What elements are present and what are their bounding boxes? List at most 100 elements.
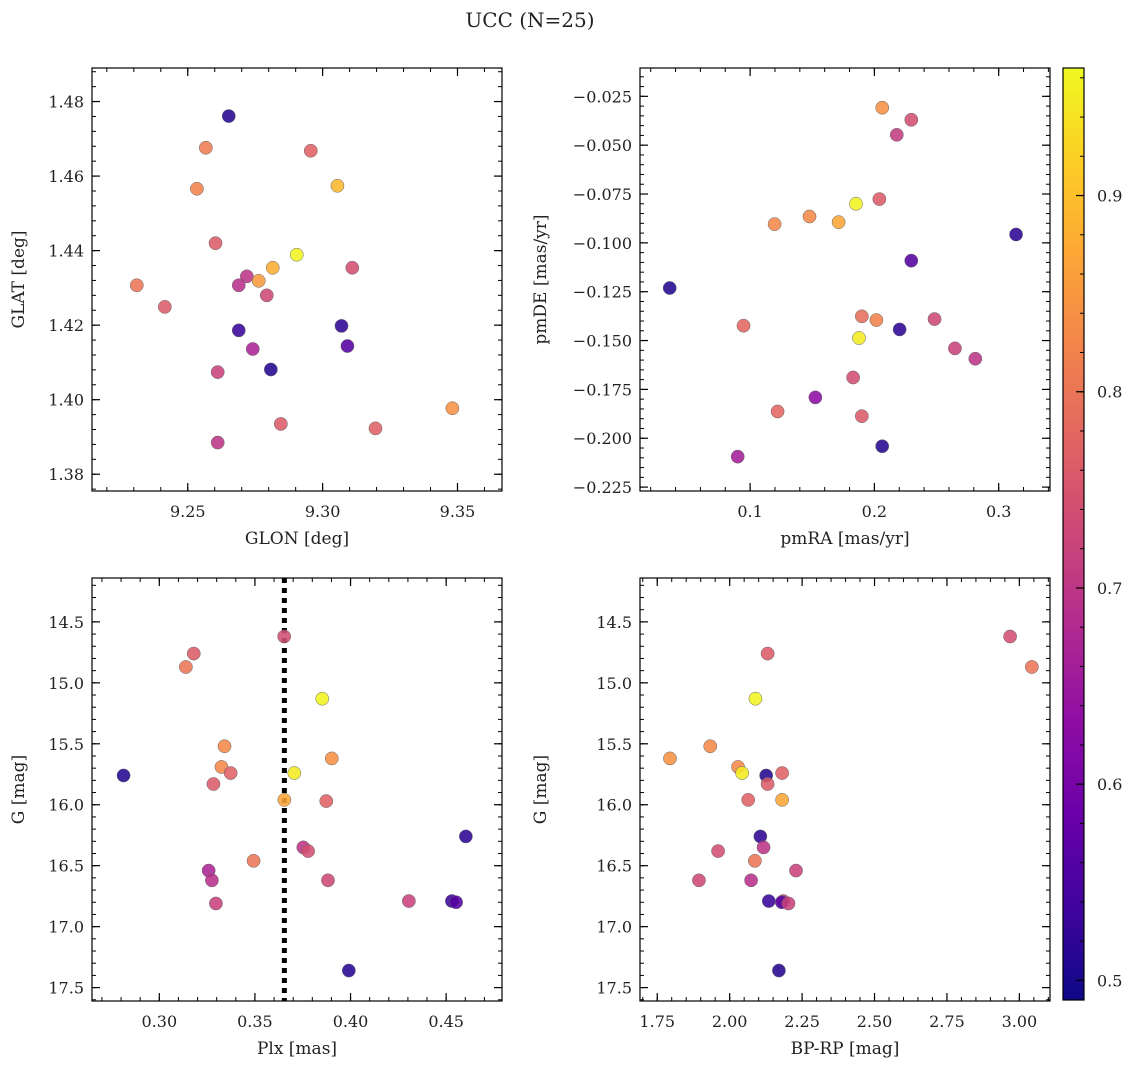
colorbar-tick-label: 0.9 bbox=[1097, 187, 1122, 206]
scatter-point bbox=[190, 181, 204, 196]
x-axis-label: pmRA [mas/yr] bbox=[780, 529, 909, 549]
scatter-point bbox=[209, 896, 223, 911]
y-tick-label: 15.5 bbox=[48, 735, 84, 754]
scatter-point bbox=[198, 140, 213, 155]
scatter-point bbox=[748, 853, 762, 868]
x-tick-label: 9.25 bbox=[170, 502, 206, 521]
scatter-point bbox=[157, 300, 172, 314]
x-tick-label: 0.3 bbox=[986, 502, 1011, 521]
y-tick-label: −0.025 bbox=[573, 87, 632, 106]
y-tick-label: −0.200 bbox=[573, 429, 632, 448]
colorbar-tick-label: 0.7 bbox=[1097, 579, 1122, 598]
y-tick-label: 16.0 bbox=[48, 796, 84, 815]
x-tick-label: 9.35 bbox=[440, 502, 476, 521]
y-tick-label: 1.38 bbox=[48, 465, 84, 484]
scatter-point bbox=[210, 365, 225, 379]
x-tick-label: 0.40 bbox=[333, 1012, 369, 1031]
scatter-point bbox=[205, 873, 219, 888]
scatter-point bbox=[445, 401, 460, 416]
scatter-point bbox=[245, 342, 260, 356]
scatter-point bbox=[770, 404, 785, 419]
panel-plx-g: 0.30 0.35 0.40 0.45 14.5 15.0 15.5 16.0 16.5 17.0… bbox=[9, 577, 503, 1059]
scatter-point bbox=[831, 215, 846, 230]
scatter-point bbox=[459, 829, 473, 844]
scatter-point bbox=[892, 322, 907, 337]
x-tick-label: 2.50 bbox=[857, 1012, 893, 1031]
scatter-point bbox=[277, 793, 292, 807]
colorbar-gradient bbox=[1062, 67, 1085, 1001]
scatter-point bbox=[324, 751, 339, 766]
y-tick-label: 1.40 bbox=[48, 391, 84, 410]
scatter-point bbox=[808, 390, 823, 405]
y-tick-label: 1.44 bbox=[48, 242, 84, 261]
x-tick-label: 1.75 bbox=[639, 1012, 675, 1031]
scatter-point bbox=[246, 853, 261, 868]
scatter-point bbox=[217, 739, 232, 754]
y-tick-label: −0.125 bbox=[573, 283, 632, 302]
scatter-point bbox=[711, 844, 725, 858]
scatter-point bbox=[186, 646, 201, 661]
scatter-point bbox=[210, 435, 225, 450]
y-tick-label: 15.0 bbox=[596, 674, 632, 693]
figure-title: UCC (N=25) bbox=[465, 8, 594, 32]
y-tick-label: 17.5 bbox=[48, 979, 84, 998]
y-axis-label: G [mag] bbox=[9, 755, 29, 824]
scatter-point bbox=[277, 629, 292, 644]
x-tick-label: 9.30 bbox=[305, 502, 341, 521]
colorbar-tick-label: 0.8 bbox=[1097, 383, 1122, 402]
x-tick-label: 2.25 bbox=[784, 1012, 820, 1031]
y-tick-label: −0.150 bbox=[573, 332, 632, 351]
x-tick-label: 0.35 bbox=[237, 1012, 273, 1031]
x-tick-label: 2.00 bbox=[712, 1012, 748, 1031]
scatter-point bbox=[1009, 227, 1023, 242]
y-tick-label: −0.050 bbox=[573, 136, 632, 155]
scatter-point bbox=[802, 209, 817, 224]
scatter-point bbox=[129, 278, 144, 293]
scatter-point bbox=[781, 896, 796, 911]
y-tick-label: 15.0 bbox=[48, 674, 84, 693]
y-axis-label: GLAT [deg] bbox=[9, 230, 29, 328]
scatter-point bbox=[287, 766, 302, 780]
scatter-point bbox=[116, 768, 131, 783]
axes-frame bbox=[639, 67, 1051, 492]
scatter-point bbox=[402, 894, 416, 908]
scatter-point bbox=[875, 100, 890, 115]
scatter-point bbox=[948, 341, 962, 356]
y-tick-label: 1.46 bbox=[48, 167, 84, 186]
y-tick-label: 14.5 bbox=[48, 613, 84, 632]
y-axis-label: G [mag] bbox=[531, 755, 551, 824]
scatter-point bbox=[265, 260, 280, 275]
scatter-point bbox=[744, 873, 758, 888]
scatter-point bbox=[775, 793, 789, 807]
scatter-point bbox=[875, 439, 890, 454]
x-axis-label: BP-RP [mag] bbox=[791, 1039, 900, 1059]
scatter-point bbox=[730, 449, 745, 464]
scatter-point bbox=[330, 178, 345, 193]
axes-frame bbox=[639, 577, 1051, 1002]
scatter-point bbox=[703, 739, 718, 754]
panel-pmra-pmde: 0.1 0.2 0.3 −0.225 −0.200 −0.175 −0.150 −0.125 −… bbox=[531, 67, 1051, 549]
scatter-point bbox=[741, 793, 756, 807]
scatter-point bbox=[239, 269, 254, 284]
scatter-point bbox=[368, 421, 383, 436]
scatter-point bbox=[208, 236, 223, 251]
y-tick-label: 17.0 bbox=[48, 918, 84, 937]
y-tick-label: −0.100 bbox=[573, 234, 632, 253]
scatter-point bbox=[315, 691, 330, 706]
colorbar: 0.5 0.6 0.7 0.8 0.9 bbox=[1062, 67, 1122, 1001]
scatter-point bbox=[849, 196, 863, 211]
scatter-point bbox=[263, 362, 278, 377]
scatter-point bbox=[968, 351, 983, 366]
y-axis-label: pmDE [mas/yr] bbox=[531, 214, 551, 344]
scatter-point bbox=[179, 660, 193, 674]
x-axis-label: Plx [mas] bbox=[257, 1039, 337, 1059]
y-tick-label: 16.5 bbox=[48, 857, 84, 876]
scatter-point bbox=[662, 281, 677, 295]
y-tick-label: 17.0 bbox=[596, 918, 632, 937]
scatter-point bbox=[231, 323, 246, 338]
panel-bprp-g: 1.75 2.00 2.25 2.50 2.75 3.00 14.5 15.0 15.5 16.0… bbox=[531, 577, 1051, 1059]
panel-glon-glat: 9.25 9.30 9.35 1.38 1.40 1.42 1.44 1.46 1.48 GLON… bbox=[9, 67, 503, 549]
scatter-point bbox=[767, 217, 782, 231]
scatter-point bbox=[735, 766, 749, 780]
x-tick-label: 3.00 bbox=[1002, 1012, 1038, 1031]
